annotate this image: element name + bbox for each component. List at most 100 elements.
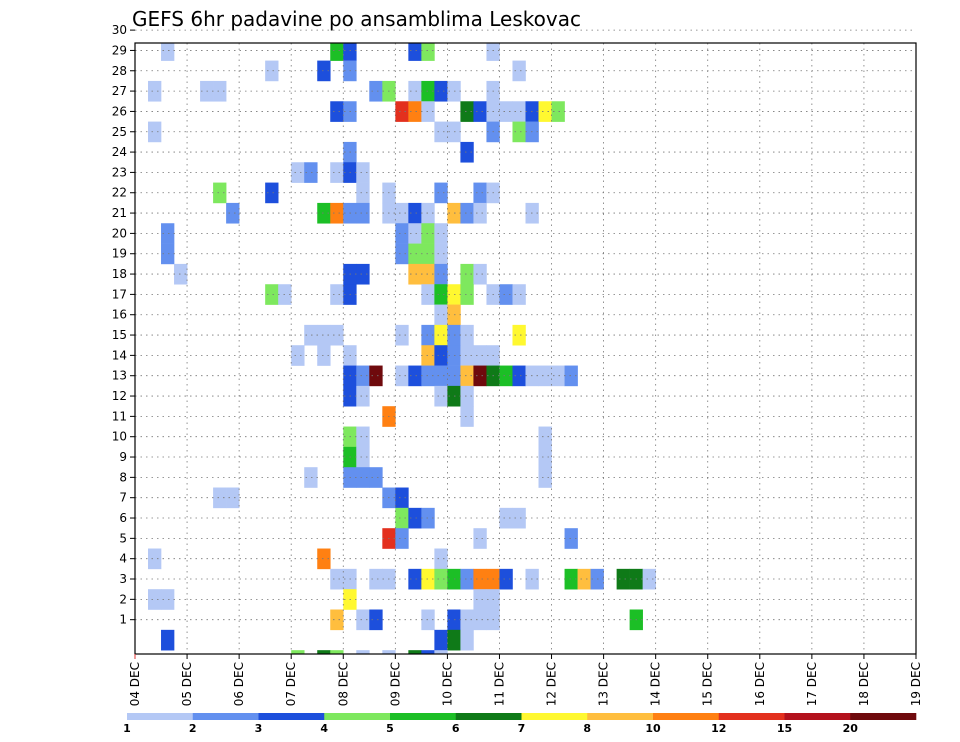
heatmap-cell — [317, 345, 331, 366]
heatmap-cell — [460, 629, 474, 651]
legend-label: 7 — [518, 722, 526, 735]
heatmap-cell — [356, 650, 370, 655]
legend-label: 2 — [189, 722, 197, 735]
heatmap-cell — [161, 243, 175, 265]
legend-swatch — [324, 713, 391, 720]
heatmap-cell — [369, 365, 383, 387]
y-tick-label: 22 — [112, 186, 127, 200]
heatmap-cell — [395, 487, 409, 509]
heatmap-cell — [356, 385, 370, 407]
heatmap-cell — [408, 568, 422, 590]
heatmap-cell — [356, 182, 370, 204]
x-tick-label: 16 DEC — [753, 662, 767, 706]
legend-label: 4 — [320, 722, 328, 735]
y-tick-label: 11 — [112, 409, 127, 423]
y-tick-label: 13 — [112, 369, 127, 383]
legend-label: 10 — [645, 722, 661, 735]
x-tick-label: 14 DEC — [649, 662, 663, 706]
x-tick-label: 06 DEC — [232, 662, 246, 706]
heatmap-cell — [395, 324, 409, 346]
x-tick-label: 05 DEC — [180, 662, 194, 706]
heatmap-cell — [408, 80, 422, 102]
heatmap-cell — [512, 324, 526, 346]
legend-label: 15 — [777, 722, 792, 735]
legend-label: 8 — [583, 722, 591, 735]
heatmap-cell — [148, 80, 162, 102]
heatmap-cell — [369, 568, 383, 590]
heatmap-cell — [499, 507, 513, 529]
x-tick-label: 11 DEC — [493, 662, 507, 706]
heatmap-cell — [434, 182, 448, 204]
plot-frame — [134, 42, 917, 655]
heatmap-cell — [499, 101, 513, 122]
heatmap-cell — [369, 80, 383, 102]
legend-swatch — [653, 713, 720, 720]
heatmap-cell — [512, 365, 526, 387]
heatmap-cell — [161, 589, 175, 610]
heatmap-cell — [473, 568, 487, 590]
color-legend: 1 2 3 4 5 6 7 8 10 12 15 20 — [123, 713, 917, 735]
heatmap-cell — [408, 650, 422, 655]
y-tick-label: 1 — [119, 613, 127, 627]
heatmap-cell — [395, 365, 409, 387]
x-axis: 04 DEC 05 DEC 06 DEC 07 DEC 08 DEC 09 DEC 10 D… — [128, 654, 923, 706]
legend-swatch — [192, 713, 259, 720]
heatmap-cell — [434, 548, 448, 570]
y-tick-label: 29 — [112, 43, 127, 57]
heatmap-cell — [213, 487, 227, 509]
chart-title: GEFS 6hr padavine po ansamblima Leskovac — [132, 7, 581, 31]
legend-swatch — [587, 713, 654, 720]
heatmap-cell — [226, 487, 240, 509]
heatmap-cell — [460, 284, 474, 305]
heatmap-cell — [434, 629, 448, 651]
heatmap-cell — [330, 43, 344, 61]
heatmap-cell — [343, 43, 357, 61]
x-tick-label: 04 DEC — [128, 662, 142, 706]
heatmap-cell — [473, 609, 487, 631]
y-tick-label: 18 — [112, 267, 127, 281]
heatmap-cell — [356, 162, 370, 183]
legend-label: 3 — [255, 722, 263, 735]
legend-swatch — [390, 713, 457, 720]
heatmap-cell — [408, 101, 422, 122]
heatmap-cell — [408, 243, 422, 265]
heatmap-cell — [148, 589, 162, 610]
heatmap-cell — [408, 43, 422, 61]
heatmap-cell — [460, 568, 474, 590]
heatmap-cell — [356, 202, 370, 224]
heatmap-cell — [369, 609, 383, 631]
y-tick-label: 17 — [112, 287, 127, 301]
y-tick-label: 6 — [119, 511, 127, 525]
y-tick-label: 20 — [112, 226, 127, 240]
heatmap-cell — [265, 182, 279, 204]
heatmap-cell — [473, 182, 487, 204]
heatmap-cell — [317, 324, 331, 346]
heatmap-cell — [408, 202, 422, 224]
heatmap-cell — [395, 243, 409, 265]
heatmap-cell — [434, 263, 448, 285]
heatmap-cell — [434, 121, 448, 143]
heatmap-cell — [421, 507, 435, 529]
heatmap-cell — [408, 365, 422, 387]
legend-swatch — [521, 713, 588, 720]
heatmap-cell — [486, 43, 500, 61]
heatmap-cell — [356, 263, 370, 285]
x-tick-label: 12 DEC — [545, 662, 559, 706]
y-tick-label: 30 — [112, 23, 127, 37]
heatmap-cell — [421, 243, 435, 265]
x-tick-label: 10 DEC — [440, 662, 454, 706]
heatmap-cell — [538, 101, 552, 122]
legend-swatch — [455, 713, 522, 720]
heatmap-cell — [473, 345, 487, 366]
heatmap-cell — [473, 101, 487, 122]
heatmap-cell — [213, 182, 227, 204]
heatmap-cell — [434, 365, 448, 387]
heatmap-cell — [304, 324, 318, 346]
heatmap-cell — [551, 365, 565, 387]
heatmap-cell — [473, 528, 487, 549]
heatmap-cell — [356, 467, 370, 488]
heatmap-cell — [460, 202, 474, 224]
heatmap-cell — [395, 507, 409, 529]
heatmap-cell — [161, 43, 175, 61]
heatmap-cell — [616, 568, 630, 590]
